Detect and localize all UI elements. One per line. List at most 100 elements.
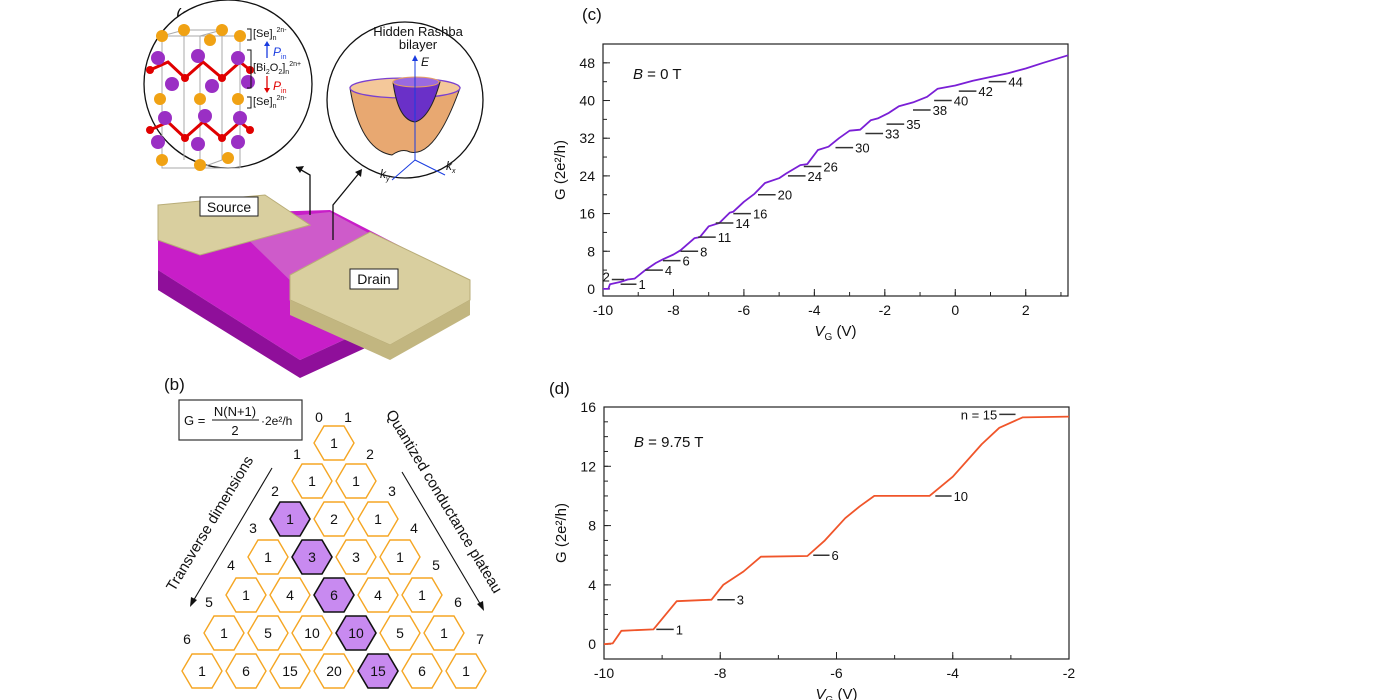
y-tick-label: 16 xyxy=(579,206,595,222)
bi2o2-label: [Bi2O2]n2n+ xyxy=(253,61,301,76)
layer-brackets xyxy=(247,28,252,109)
formula-lhs: G = xyxy=(184,413,205,428)
hex-value: 1 xyxy=(242,587,250,603)
plateau-label: 2 xyxy=(603,270,610,285)
x-tick-label: -4 xyxy=(947,665,960,681)
hex-cell: 5 xyxy=(379,615,421,651)
hexagon xyxy=(313,425,355,461)
y-tick-label: 48 xyxy=(579,55,595,71)
plateau-label: 35 xyxy=(906,117,920,132)
plateau-label: 24 xyxy=(808,169,822,184)
chart-d: -10-8-6-4-20481216VG (V)G (2e²/h)B = 9.7… xyxy=(553,399,1075,700)
hex-value: 1 xyxy=(330,435,338,451)
plateau-label: 42 xyxy=(978,84,992,99)
pascal-hex-triangle: 10 11 11 21 2 12 31 3 3 13 41 4 6 4 14 51 5 10 10 5 15 61 6 15 2… xyxy=(181,409,487,689)
right-index: 3 xyxy=(388,483,396,499)
x-tick-label: -6 xyxy=(830,665,843,681)
formula-box: G = N(N+1) 2 ·2e²/h xyxy=(178,399,303,441)
e-axis-label: E xyxy=(421,55,430,69)
arrow-down-right-icon xyxy=(477,601,484,611)
hexagon xyxy=(357,501,399,537)
y-tick-label: 0 xyxy=(588,636,596,652)
x-tick-label: -10 xyxy=(594,665,614,681)
hex-cell: 15 xyxy=(269,653,311,689)
plateau-label: 16 xyxy=(753,207,767,222)
hex-value: 1 xyxy=(462,663,470,679)
hex-value: 6 xyxy=(330,587,338,603)
hexagon xyxy=(335,615,377,651)
right-index: 2 xyxy=(366,446,374,462)
arrow-head-icon xyxy=(355,169,362,177)
hex-value: 20 xyxy=(326,663,342,679)
x-tick-label: 0 xyxy=(951,302,959,318)
hex-value: 10 xyxy=(304,625,320,641)
conductance-curve xyxy=(603,54,1069,290)
plateau-label: 26 xyxy=(823,159,837,174)
hex-cell: 1 xyxy=(357,501,399,537)
plateau-label: 1 xyxy=(638,277,645,292)
band-title-line1: Hidden Rashba xyxy=(373,24,463,39)
plateau-label: 38 xyxy=(933,103,947,118)
left-index: 3 xyxy=(249,520,257,536)
outer-band-cone xyxy=(349,87,461,156)
left-index: 5 xyxy=(205,594,213,610)
plateau-label: 6 xyxy=(683,254,690,269)
hex-cell-highlighted: 15 xyxy=(357,653,399,689)
x-tick-label: -6 xyxy=(738,302,751,318)
plateau-label: 11 xyxy=(718,230,732,245)
hex-cell-highlighted: 3 xyxy=(291,539,333,575)
right-index: 1 xyxy=(344,409,352,425)
formula-numerator: N(N+1) xyxy=(214,404,256,419)
hex-value: 1 xyxy=(396,549,404,565)
p-in-down-label: Pin xyxy=(273,79,287,95)
x-tick-label: -2 xyxy=(879,302,892,318)
hex-cell: 1 xyxy=(335,463,377,499)
hex-cell: 6 xyxy=(401,653,443,689)
plateau-label: 30 xyxy=(855,141,869,156)
plateau-label: 1 xyxy=(676,622,683,637)
drain-label: Drain xyxy=(357,271,390,287)
x-tick-label: -8 xyxy=(714,665,727,681)
hex-value: 3 xyxy=(352,549,360,565)
x-axis-label: VG (V) xyxy=(816,686,858,700)
plot-frame xyxy=(602,43,1069,297)
field-annotation: B = 9.75 T xyxy=(634,434,703,451)
hex-cell: 6 xyxy=(225,653,267,689)
se-bottom-label: [Se]n2n- xyxy=(253,95,287,110)
hex-cell: 4 xyxy=(357,577,399,613)
hex-cell: 1 xyxy=(203,615,245,651)
hexagon xyxy=(335,463,377,499)
hex-cell: 1 xyxy=(401,577,443,613)
plateau-label: 8 xyxy=(700,244,707,259)
se-top-label: [Se]n2n- xyxy=(253,27,287,42)
arrow-to-crystal xyxy=(295,166,311,215)
ky-axis xyxy=(391,159,416,181)
hexagon xyxy=(291,615,333,651)
x-tick-label: -4 xyxy=(808,302,821,318)
y-tick-label: 32 xyxy=(579,130,595,146)
left-index: 6 xyxy=(183,631,191,647)
y-tick-label: 8 xyxy=(588,518,596,534)
hex-value: 1 xyxy=(308,473,316,489)
hex-value: 1 xyxy=(440,625,448,641)
y-tick-label: 12 xyxy=(580,458,596,474)
right-index: 7 xyxy=(476,631,484,647)
plateau-label: 6 xyxy=(832,548,839,563)
hexagon xyxy=(379,539,421,575)
conductance-curve xyxy=(603,415,1070,646)
hexagon xyxy=(313,577,355,613)
hexagon xyxy=(269,501,311,537)
y-tick-label: 0 xyxy=(587,281,595,297)
plateau-label: 14 xyxy=(735,216,749,231)
hex-value: 1 xyxy=(264,549,272,565)
hex-cell: 1 xyxy=(247,539,289,575)
hex-cell: 3 xyxy=(335,539,377,575)
hex-cell-highlighted: 1 xyxy=(269,501,311,537)
hexagon xyxy=(181,653,223,689)
arrow-down-left-icon xyxy=(190,597,197,607)
hexagon xyxy=(313,653,355,689)
y-tick-label: 16 xyxy=(580,399,596,415)
arrow-head-icon xyxy=(296,166,304,173)
hexagon xyxy=(357,577,399,613)
